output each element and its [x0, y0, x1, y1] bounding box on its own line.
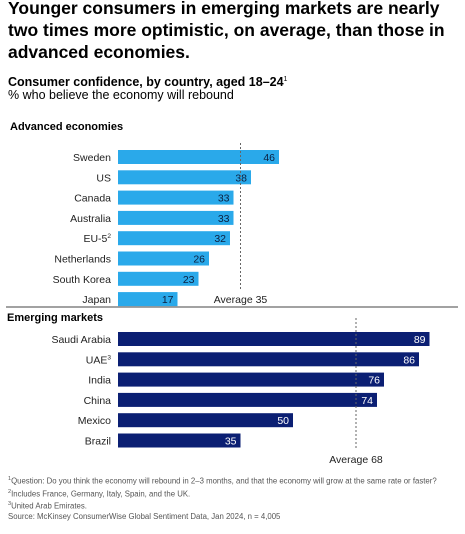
category-label: Mexico [78, 415, 111, 427]
category-label: South Korea [53, 274, 112, 286]
average-label: Average 35 [214, 294, 268, 306]
footnote-text: Includes France, Germany, Italy, Spain, … [11, 489, 191, 499]
bar-emerging [118, 352, 419, 367]
advanced-panel-title: Advanced economies [10, 121, 123, 133]
category-label: Brazil [85, 436, 111, 448]
bar-emerging [118, 372, 384, 387]
category-label: Australia [70, 213, 111, 225]
headline: Younger consumers in emerging markets ar… [8, 0, 445, 62]
category-name: Sweden [73, 152, 111, 164]
category-name: South Korea [53, 274, 112, 286]
value-label: 33 [218, 193, 230, 205]
footnote-text: United Arab Emirates. [11, 501, 87, 511]
bar-advanced [118, 170, 251, 185]
category-label: EU-52 [83, 233, 111, 245]
category-footnote-marker: 2 [107, 233, 111, 240]
bar-chart: Advanced economies Sweden 46 US 38 Canada 33 Au… [6, 121, 458, 466]
bar-advanced [118, 210, 234, 225]
category-name: Canada [74, 193, 111, 205]
subtitle-text: Consumer confidence, by country, aged 18… [8, 75, 284, 90]
footnote-marker: 3 [8, 501, 12, 508]
value-label: 32 [214, 233, 226, 245]
footnote-marker: 1 [8, 476, 12, 482]
bar-advanced [118, 150, 279, 164]
footnote-3: 3United Arab Emirates. [8, 499, 448, 512]
value-label: 86 [403, 354, 415, 366]
footnote-marker: 2 [8, 488, 12, 495]
average-label: Average 68 [329, 454, 383, 466]
unit-label: % who believe the economy will rebound [8, 88, 234, 102]
category-name: China [84, 395, 112, 407]
category-name: UAE [86, 354, 108, 366]
category-footnote-marker: 3 [107, 354, 111, 361]
category-name: Japan [82, 294, 111, 306]
category-name: US [96, 172, 111, 184]
value-label: 74 [361, 395, 373, 407]
category-label: Canada [74, 193, 111, 205]
bar-emerging [118, 433, 241, 448]
value-label: 89 [414, 334, 426, 346]
category-name: Saudi Arabia [51, 334, 111, 346]
bar-advanced [118, 190, 234, 205]
category-name: Mexico [78, 415, 111, 427]
bar-emerging [118, 413, 293, 428]
category-label: China [84, 395, 112, 407]
chart-subtitle: Consumer confidence, by country, aged 18… [8, 72, 287, 90]
emerging-panel-title: Emerging markets [7, 312, 103, 324]
footnote-1: 1Question: Do you think the economy will… [8, 474, 448, 487]
subtitle-footnote-marker: 1 [283, 76, 288, 83]
bar-advanced [118, 271, 199, 286]
category-label: Netherlands [54, 254, 111, 266]
bar-emerging [118, 332, 430, 346]
bar-advanced [118, 231, 230, 246]
category-name: Netherlands [54, 254, 111, 266]
footnote-text: Question: Do you think the economy will … [11, 476, 437, 486]
category-name: EU-5 [83, 233, 107, 245]
value-label: 26 [193, 254, 205, 266]
value-label: 35 [225, 436, 237, 448]
bar-emerging [118, 392, 377, 407]
value-label: 17 [162, 294, 174, 306]
category-label: Japan [82, 294, 111, 306]
bar-advanced [118, 251, 209, 266]
value-label: 76 [368, 375, 380, 387]
source-text: Source: McKinsey ConsumerWise Global Sen… [8, 511, 281, 521]
category-label: UAE3 [86, 354, 112, 366]
category-name: Brazil [85, 436, 111, 448]
category-label: Saudi Arabia [51, 334, 111, 346]
category-name: India [88, 375, 111, 387]
value-label: 33 [218, 213, 230, 225]
value-label: 50 [277, 415, 289, 427]
value-label: 46 [263, 152, 275, 164]
footnotes: 1Question: Do you think the economy will… [8, 474, 448, 522]
category-label: India [88, 375, 111, 387]
category-label: Sweden [73, 152, 111, 164]
category-name: Australia [70, 213, 111, 225]
value-label: 23 [183, 274, 195, 286]
bar-advanced [118, 292, 178, 307]
footnote-2: 2Includes France, Germany, Italy, Spain,… [8, 487, 448, 500]
source-note: Source: McKinsey ConsumerWise Global Sen… [8, 512, 448, 522]
value-label: 38 [235, 172, 247, 184]
category-label: US [96, 172, 111, 184]
